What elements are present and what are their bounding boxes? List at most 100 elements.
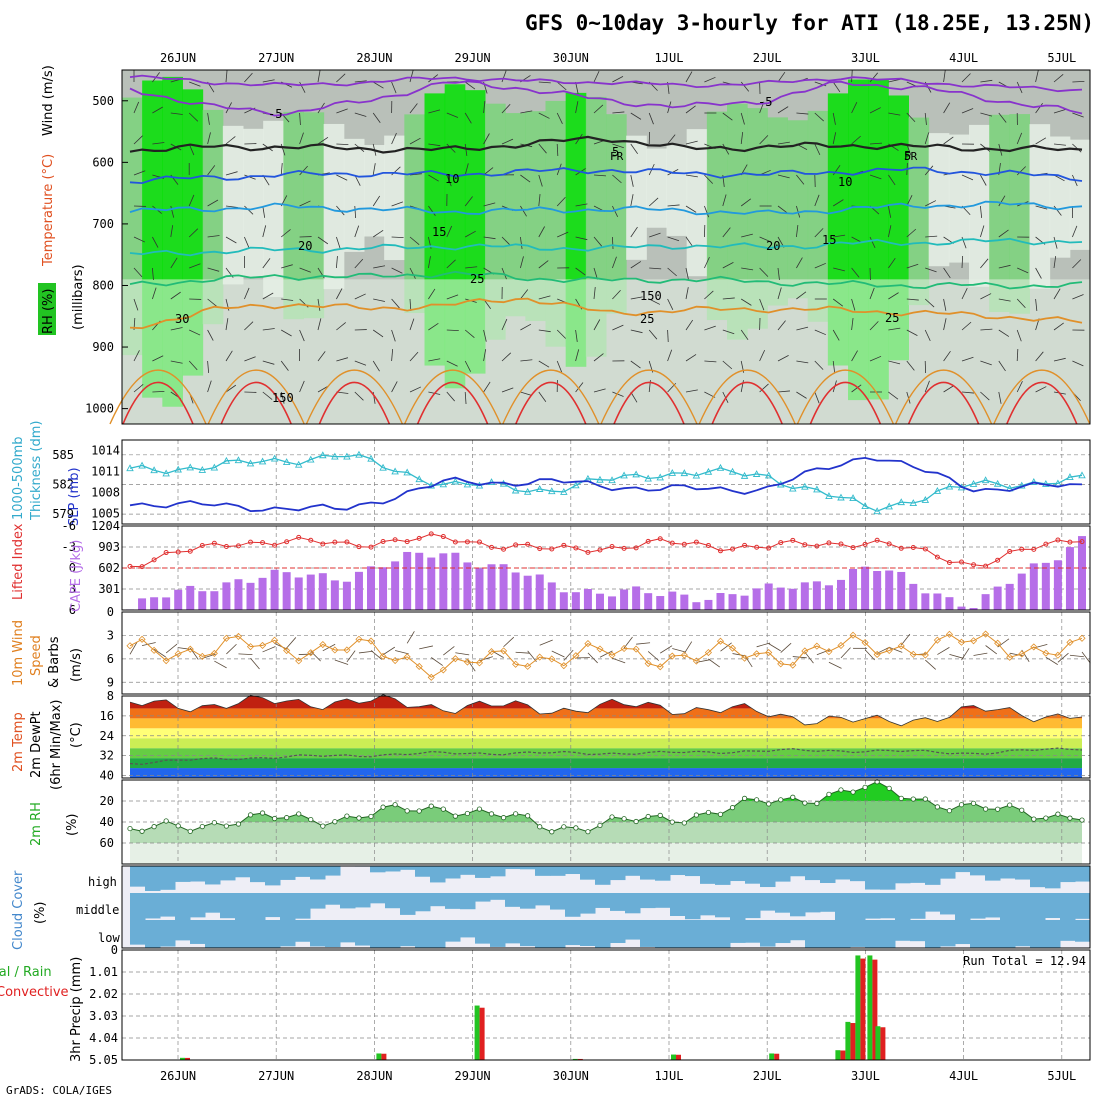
cloud-cell-middle [550,893,566,910]
cloud-cell-low [700,920,716,948]
thickness-point [1078,471,1086,479]
wind-barb [1035,205,1048,210]
cloud-cell-high [550,866,566,876]
cloud-cell-high [505,866,521,870]
cape-bar [620,589,629,610]
rh-shading-cell [323,123,345,290]
precip-convective-bar [880,1027,886,1060]
wind-barb [262,258,271,269]
wind-barb [685,319,694,331]
wind10-barb [370,650,382,660]
wind-barb [354,293,366,300]
wind-barb [814,360,824,370]
wind10-point [982,630,990,638]
thickness-point [608,476,616,484]
wind-barb [538,260,549,269]
wind-barb [281,329,292,337]
wind-barb [520,174,531,183]
cloud-cell-low [385,920,401,948]
cloud-cell-middle [1015,893,1031,920]
thickness-point [379,463,387,471]
wind10-barb [587,652,598,664]
wind-barb [998,329,1010,337]
wind-barb [722,194,727,207]
wind-barb [704,360,717,363]
wind10-point [403,653,411,661]
li-point [826,540,832,546]
wind-barb [391,298,400,309]
thickness-point [981,476,990,484]
wind10-label-2: Speed [29,635,44,676]
wind-barb [593,174,606,177]
cape-bar [836,579,845,610]
rh2m-unit: (%) [65,814,80,837]
rh2m-point [247,812,254,818]
wind-barb [207,360,210,373]
wind-barb [189,263,201,269]
rh2m-point [525,813,531,819]
wind-barb [924,380,930,393]
wind-barb [924,132,930,145]
wind-barb [152,236,159,248]
wind-barb [391,267,403,274]
thickness-point [355,450,363,458]
wind-barb [630,261,642,269]
wind10-barb [165,643,178,654]
cape-bar [788,588,797,610]
contour-label: -5 [268,107,282,121]
cloud-cell-middle [625,893,641,914]
li-point [404,539,410,545]
wind-barb [133,350,140,362]
wind-barb [189,81,201,87]
rh2m-point [910,796,916,802]
li-point [597,547,603,553]
wind-barb [446,174,452,187]
cloud-cell-high [175,866,191,882]
wind10-barb [973,652,988,656]
cloud-cell-low [850,920,866,947]
rh-shading-cell [1049,136,1071,258]
wind-barb [538,174,543,187]
wind-barb [280,163,283,176]
wind10-line [129,633,1083,678]
wind-barb [722,297,735,300]
wind-barb [1016,132,1023,145]
li-point [1055,537,1061,543]
wind-barb [428,288,436,300]
warm-arch-25 [894,369,993,425]
wind-barb [741,233,753,238]
cape-bar [439,553,448,610]
warm-arch-25 [109,369,207,425]
wind-frame [121,611,1091,695]
cape-bar [1005,583,1014,610]
wind-barb [152,267,154,280]
thickness-point [463,480,472,488]
rh2m-point [561,824,567,830]
wind-barb [869,236,876,249]
cloud-cell-middle [175,893,191,920]
rh2m-point [729,805,736,811]
wind-barb [428,322,439,331]
cloud-cell-middle [145,893,161,919]
wind-barb [741,267,754,271]
wind10-point [246,643,255,651]
wind-barb [299,329,305,342]
rh2m-point [223,823,230,829]
precip-background [122,950,1090,1060]
wind10-point [355,635,363,643]
tick-label: 5.05 [89,1053,118,1067]
wind10-point [391,656,399,665]
wind-barb [832,298,844,307]
thickness-point [535,485,544,492]
wind10-point [945,630,954,638]
rh2m-point [922,796,928,802]
wind-barb [777,267,780,280]
wind10-barb [1045,656,1058,665]
cloud-cell-high [835,866,851,880]
rh2m-point [597,822,603,829]
wind-barb [1016,166,1026,176]
wind10-barb [864,649,875,661]
wind-barb [759,383,769,393]
wind10-point [789,661,797,669]
